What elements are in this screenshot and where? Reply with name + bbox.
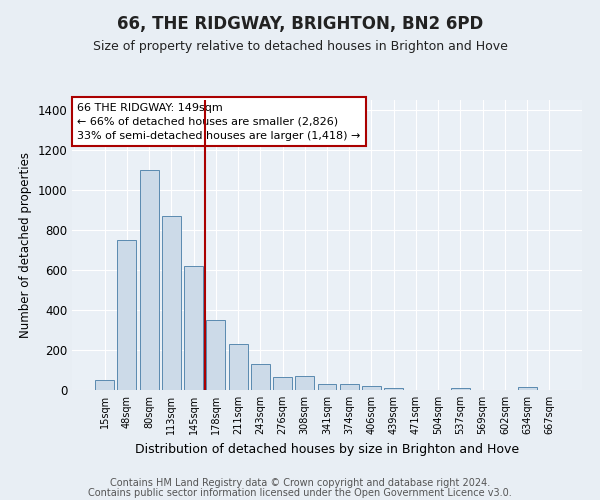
Text: Contains public sector information licensed under the Open Government Licence v3: Contains public sector information licen… [88,488,512,498]
Text: Size of property relative to detached houses in Brighton and Hove: Size of property relative to detached ho… [92,40,508,53]
Bar [229,344,248,390]
Bar [340,384,359,390]
Text: 66, THE RIDGWAY, BRIGHTON, BN2 6PD: 66, THE RIDGWAY, BRIGHTON, BN2 6PD [117,15,483,33]
Bar [384,388,403,390]
Text: Contains HM Land Registry data © Crown copyright and database right 2024.: Contains HM Land Registry data © Crown c… [110,478,490,488]
Bar [140,170,158,390]
Bar [295,376,314,390]
Bar [95,380,114,390]
Y-axis label: Number of detached properties: Number of detached properties [19,152,32,338]
Bar [118,240,136,390]
Text: 66 THE RIDGWAY: 149sqm
← 66% of detached houses are smaller (2,826)
33% of semi-: 66 THE RIDGWAY: 149sqm ← 66% of detached… [77,103,361,141]
Bar [206,320,225,390]
Bar [518,387,536,390]
Bar [451,388,470,390]
Bar [251,364,270,390]
Bar [162,216,181,390]
Bar [317,384,337,390]
Bar [362,386,381,390]
Bar [184,266,203,390]
Bar [273,377,292,390]
X-axis label: Distribution of detached houses by size in Brighton and Hove: Distribution of detached houses by size … [135,442,519,456]
